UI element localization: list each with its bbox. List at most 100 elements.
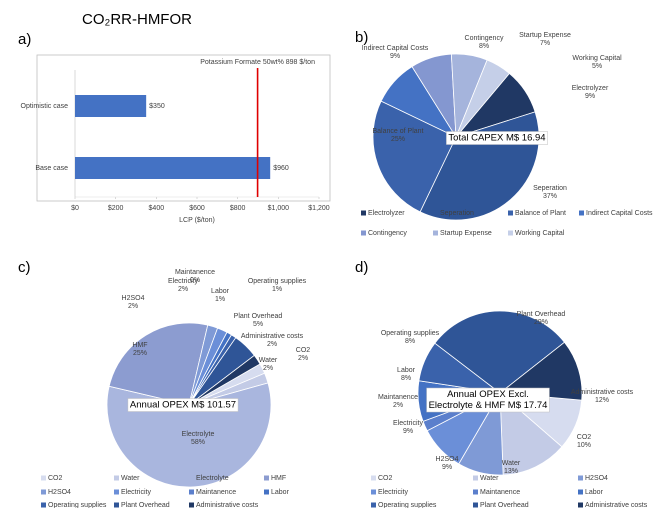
legend-swatch bbox=[473, 502, 478, 508]
legend-swatch bbox=[508, 230, 513, 236]
legend-swatch bbox=[361, 230, 366, 236]
slice-label: Startup Expense bbox=[519, 32, 571, 39]
legend-swatch bbox=[189, 502, 194, 508]
slice-value-label: 37% bbox=[543, 193, 557, 200]
pie-slice bbox=[434, 310, 566, 394]
x-tick-label: $800 bbox=[230, 205, 246, 212]
slice-value-label: 5% bbox=[592, 63, 602, 70]
slice-value-label: 1% bbox=[215, 296, 225, 303]
legend-label: CO2 bbox=[378, 475, 393, 482]
legend-label: CO2 bbox=[48, 475, 63, 482]
legend-label: Seperation bbox=[440, 210, 474, 217]
slice-value-label: 2% bbox=[263, 365, 273, 372]
slice-value-label: 2% bbox=[267, 341, 277, 348]
legend-swatch bbox=[189, 475, 194, 481]
slice-value-label: 9% bbox=[585, 93, 595, 100]
legend-label: Maintanence bbox=[480, 489, 520, 496]
legend-label: Plant Overhead bbox=[480, 502, 529, 508]
legend-swatch bbox=[114, 475, 119, 481]
pie-slice bbox=[188, 354, 261, 406]
slice-value-label: 13% bbox=[504, 468, 518, 475]
x-tick-label: $600 bbox=[189, 205, 205, 212]
legend-swatch bbox=[371, 502, 376, 508]
slice-label: Balance of Plant bbox=[373, 128, 424, 135]
legend-label: H2SO4 bbox=[585, 475, 608, 482]
legend-swatch bbox=[579, 210, 584, 216]
center-label: Annual OPEX Excl. bbox=[447, 389, 529, 400]
slice-label: Administrative costs bbox=[241, 333, 304, 340]
slice-label: H2SO4 bbox=[436, 456, 459, 463]
reference-label: Potassium Formate 50wt% 898 $/ton bbox=[200, 59, 315, 66]
legend-swatch bbox=[578, 502, 583, 508]
legend-swatch bbox=[41, 475, 46, 481]
legend-label: Labor bbox=[585, 489, 604, 496]
center-label-box bbox=[446, 131, 548, 145]
slice-value-label: 9% bbox=[390, 53, 400, 60]
legend-label: HMF bbox=[271, 475, 286, 482]
legend-label: Administrative costs bbox=[196, 502, 259, 508]
slice-label: Seperation bbox=[533, 185, 567, 192]
bar-value-label: $960 bbox=[273, 165, 289, 172]
center-label-box bbox=[127, 398, 239, 412]
slice-label: Labor bbox=[397, 367, 416, 374]
slice-value-label: 0% bbox=[190, 277, 200, 284]
pie-slice bbox=[108, 322, 209, 406]
bar bbox=[75, 157, 271, 179]
slice-label: Electrolyte bbox=[182, 431, 215, 438]
slice-label: Working Capital bbox=[572, 55, 622, 62]
legend-label: Labor bbox=[271, 489, 290, 496]
legend-label: Contingency bbox=[368, 230, 407, 237]
legend-swatch bbox=[41, 502, 46, 508]
slice-value-label: 25% bbox=[391, 136, 405, 143]
legend-label: Water bbox=[480, 475, 499, 482]
legend-label: Operating supplies bbox=[48, 502, 107, 508]
slice-value-label: 25% bbox=[133, 350, 147, 357]
slice-value-label: 10% bbox=[577, 442, 591, 449]
legend-label: Indirect Capital Costs bbox=[586, 210, 653, 217]
legend-swatch bbox=[371, 475, 376, 481]
category-label: Base case bbox=[35, 165, 68, 172]
slice-label: Administrative costs bbox=[571, 389, 634, 396]
x-tick-label: $0 bbox=[71, 205, 79, 212]
slice-label: Water bbox=[502, 460, 521, 467]
panel-label: b) bbox=[355, 29, 368, 46]
figure-title: CO₂RR-HMFOR bbox=[82, 11, 192, 28]
pie-slice bbox=[372, 100, 457, 213]
legend-label: Electricity bbox=[121, 489, 151, 496]
center-label-box bbox=[426, 387, 550, 413]
legend-label: Startup Expense bbox=[440, 230, 492, 237]
legend-label: Water bbox=[121, 475, 140, 482]
slice-value-label: 58% bbox=[191, 439, 205, 446]
legend-swatch bbox=[473, 489, 478, 495]
legend-swatch bbox=[433, 210, 438, 216]
legend-swatch bbox=[361, 210, 366, 216]
slice-value-label: 8% bbox=[479, 43, 489, 50]
slice-value-label: 8% bbox=[405, 338, 415, 345]
slice-value-label: 5% bbox=[253, 321, 263, 328]
slice-label: CO2 bbox=[296, 347, 311, 354]
x-tick-label: $200 bbox=[108, 205, 124, 212]
x-tick-label: $1,000 bbox=[268, 205, 290, 212]
center-label: Electrolyte & HMF M$ 17.74 bbox=[429, 400, 548, 411]
legend-swatch bbox=[578, 475, 583, 481]
legend-label: Electricity bbox=[378, 489, 408, 496]
slice-label: Maintanence bbox=[378, 394, 418, 401]
legend-swatch bbox=[473, 475, 478, 481]
legend-swatch bbox=[264, 489, 269, 495]
slice-label: H2SO4 bbox=[122, 295, 145, 302]
slice-value-label: 2% bbox=[128, 303, 138, 310]
category-label: Optimistic case bbox=[21, 103, 69, 110]
legend-label: Electrolyzer bbox=[368, 210, 405, 217]
slice-value-label: 1% bbox=[272, 286, 282, 293]
legend-swatch bbox=[114, 502, 119, 508]
legend-label: Working Capital bbox=[515, 230, 565, 237]
slice-value-label: 2% bbox=[298, 355, 308, 362]
legend-swatch bbox=[433, 230, 438, 236]
slice-value-label: 9% bbox=[442, 464, 452, 471]
plot-frame bbox=[36, 54, 331, 202]
slice-value-label: 29% bbox=[534, 319, 548, 326]
legend-swatch bbox=[114, 489, 119, 495]
slice-label: HMF bbox=[132, 342, 147, 349]
slice-value-label: 8% bbox=[401, 375, 411, 382]
slice-label: Electrolyzer bbox=[572, 85, 609, 92]
